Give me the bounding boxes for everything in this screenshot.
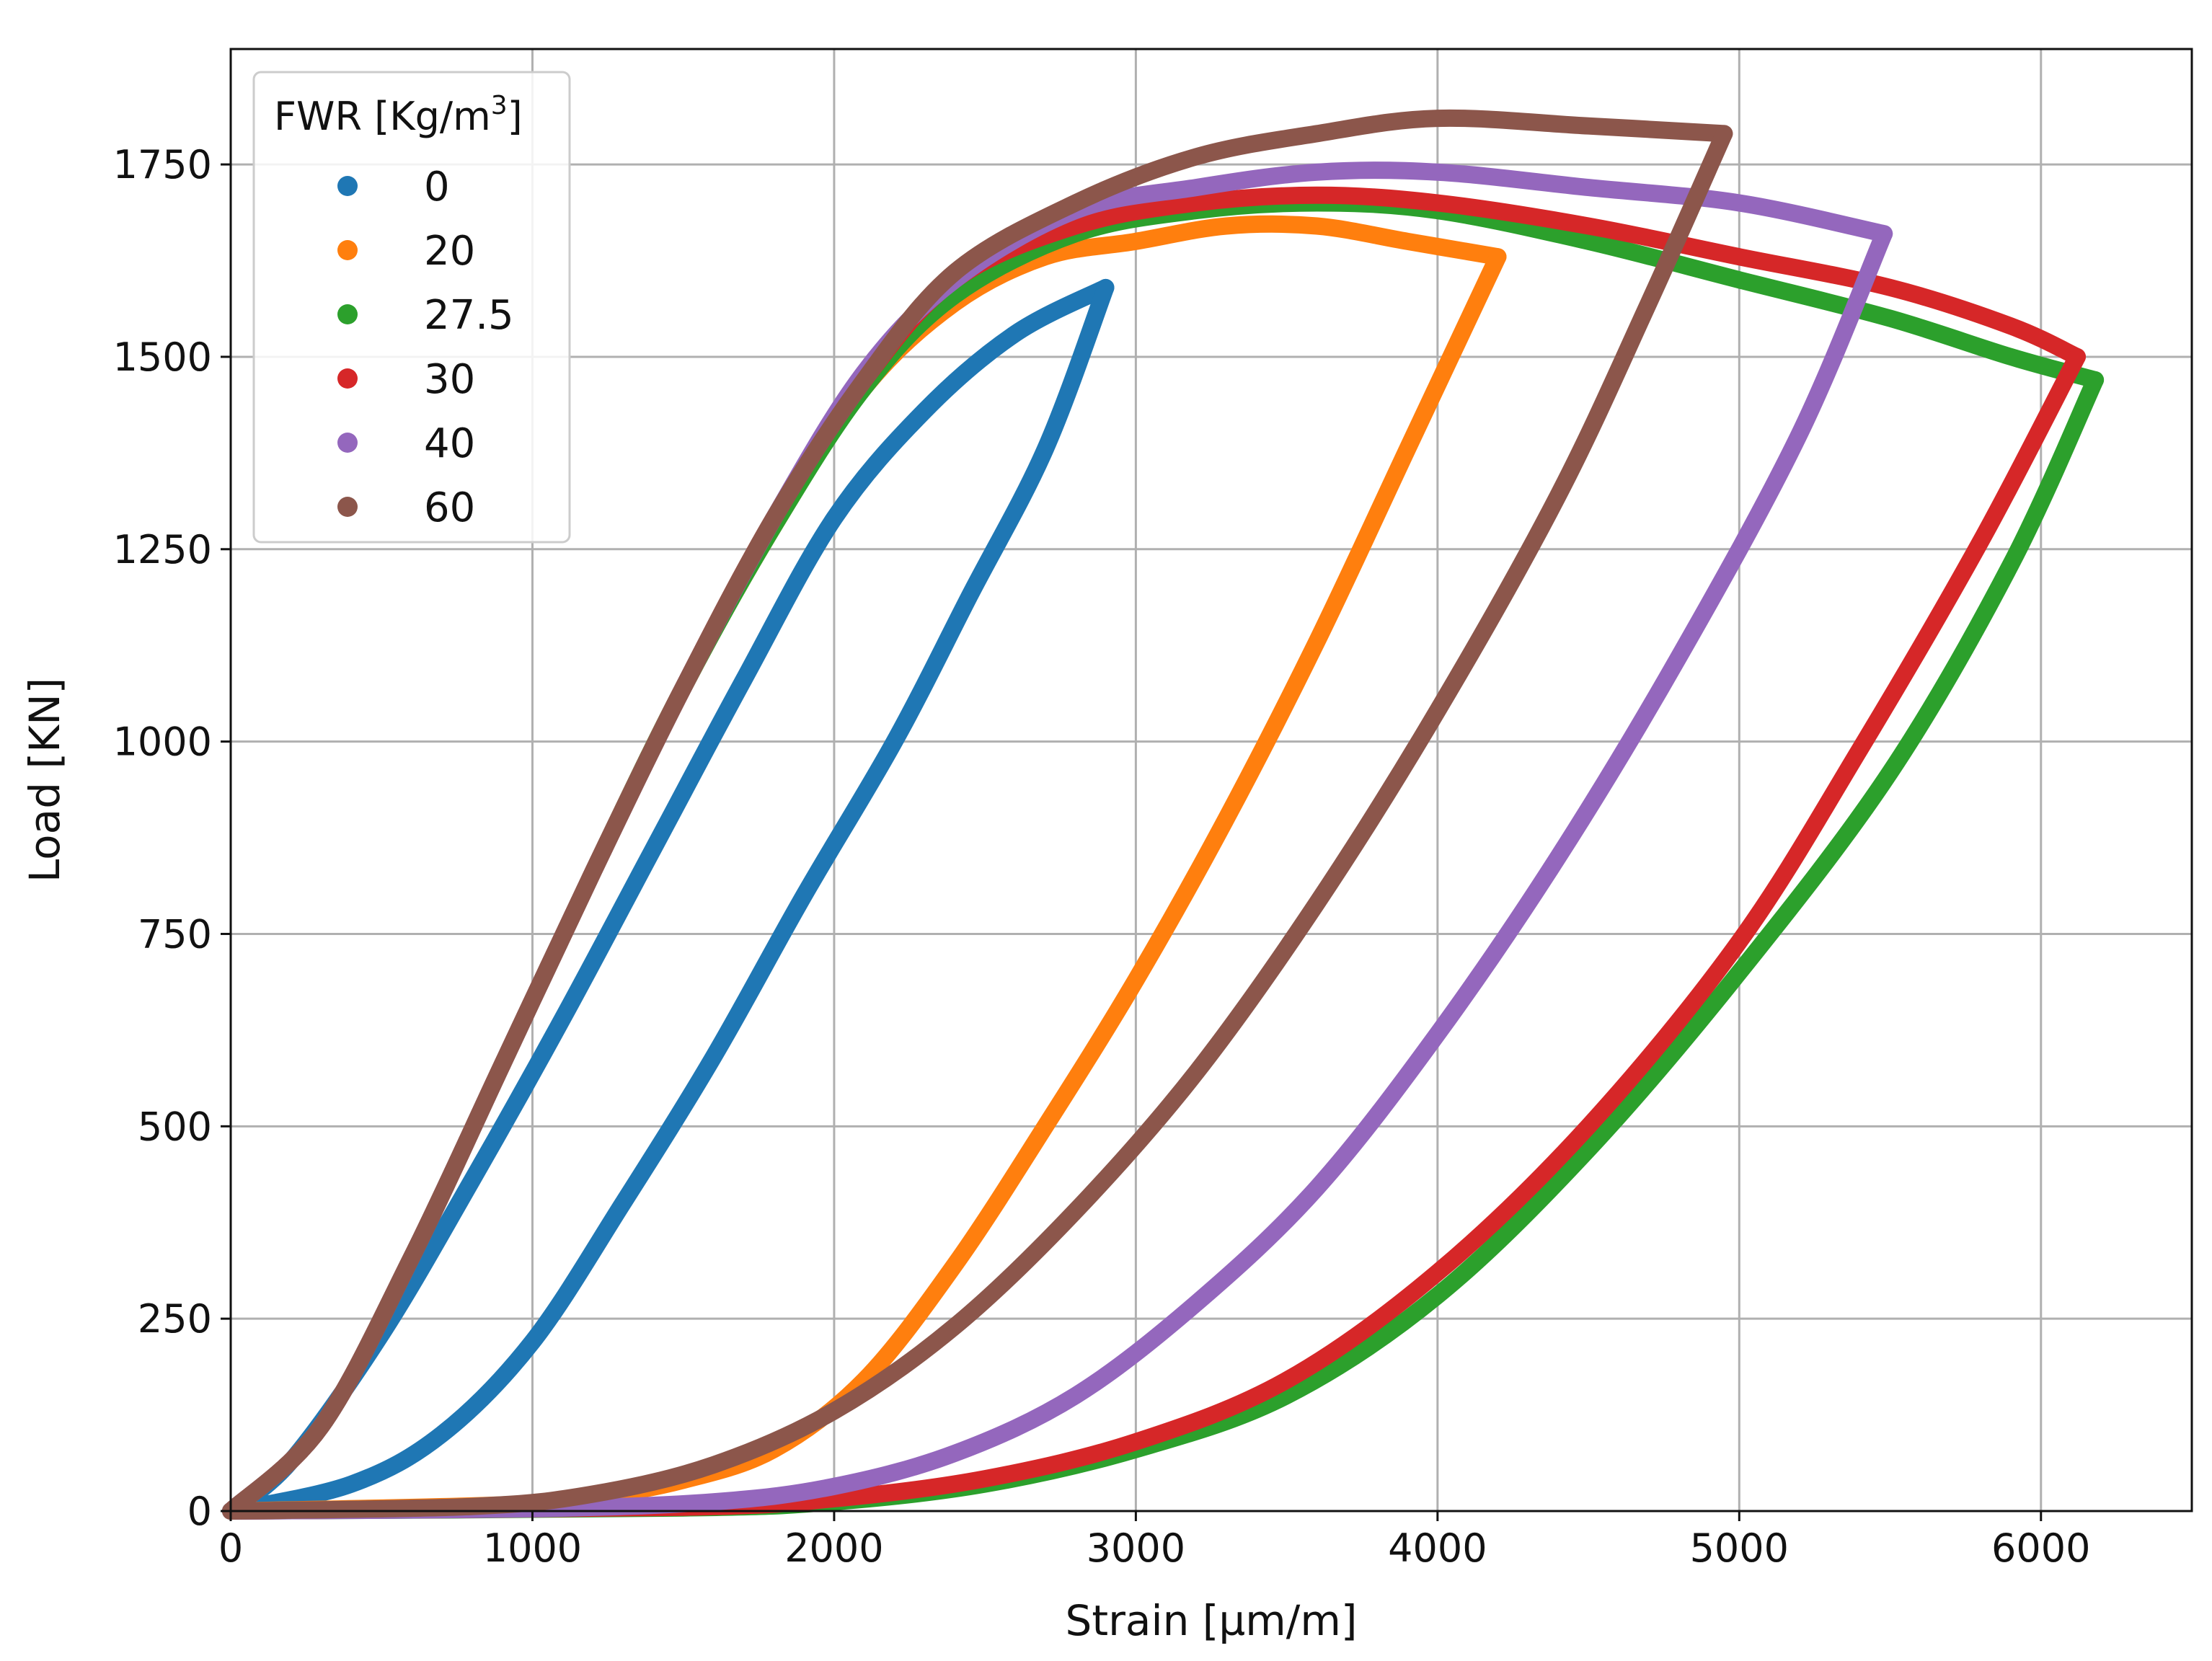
y-tick-label: 500 [138,1104,212,1149]
x-tick-label: 5000 [1690,1525,1789,1571]
y-tick-label: 1000 [113,719,212,765]
legend-marker [337,240,358,260]
series-unloading-curve [222,125,1733,1520]
legend: FWR [Kg/m3] 0 20 27.5 30 40 60 [252,71,571,544]
y-tick-label: 1750 [113,142,212,187]
x-tick-label: 3000 [1087,1525,1185,1571]
legend-label: 20 [424,228,475,275]
series-unloading-curve [222,278,1115,1520]
legend-marker [337,368,358,389]
x-tick-label: 6000 [1991,1525,2090,1571]
legend-items: 0 20 27.5 30 40 60 [337,164,514,531]
x-tick-label: 1000 [483,1525,582,1571]
y-axis-label: Load [KN] [20,678,69,882]
y-tick-label: 1250 [113,527,212,572]
series-unloading-curve [222,225,1893,1520]
plot-frame [229,48,2193,1512]
y-tick-label: 250 [138,1296,212,1342]
legend-label: 40 [424,420,475,467]
series-60 [222,109,1733,1520]
legend-marker [337,433,358,453]
legend-marker [337,497,358,517]
legend-marker [337,176,358,196]
legend-frame [252,71,571,544]
y-tick-label: 1500 [113,335,212,380]
legend-label: 0 [424,164,450,211]
series-loading-curve [222,109,1733,1520]
x-tick-label: 4000 [1388,1525,1487,1571]
legend-label: 30 [424,356,475,403]
legend-title: FWR [Kg/m3] [274,91,523,139]
ticks: 0 1000 2000 3000 4000 5000 6000 0 250 500 750 1000 1… [113,142,2091,1571]
series-layer [222,109,2105,1520]
x-tick-label: 0 [218,1525,243,1571]
y-tick-label: 750 [138,911,212,957]
y-tick-label: 0 [187,1489,212,1534]
x-tick-label: 2000 [784,1525,883,1571]
legend-label: 60 [424,484,475,531]
legend-label: 27.5 [424,292,514,339]
legend-marker [337,304,358,324]
x-axis-label: Strain [µm/m] [1066,1596,1358,1645]
